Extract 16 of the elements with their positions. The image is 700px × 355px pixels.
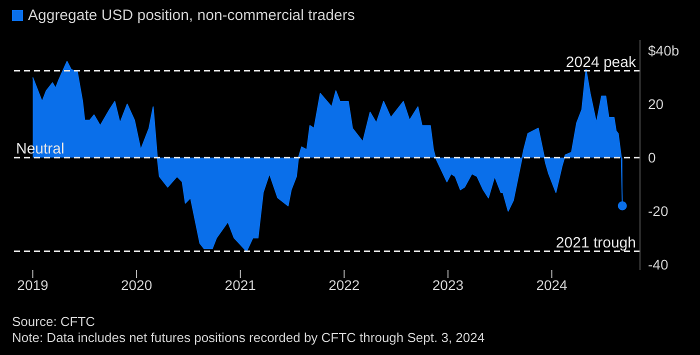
- ref-line-label: 2021 trough: [556, 234, 636, 252]
- x-tick-label: 2023: [432, 276, 464, 293]
- source-note: Source: CFTC: [12, 314, 96, 330]
- x-tick-label: 2020: [120, 276, 152, 293]
- legend-label: Aggregate USD position, non-commercial traders: [28, 7, 355, 24]
- x-tick-label: 2024: [536, 276, 568, 293]
- x-tick-label: 2022: [328, 276, 360, 293]
- x-tick-label: 2019: [17, 276, 49, 293]
- y-tick-label: 20: [648, 96, 664, 112]
- ref-line-label: 2024 peak: [566, 54, 636, 71]
- x-tick-label: 2021: [224, 276, 256, 293]
- y-tick-label: $40b: [648, 42, 680, 59]
- y-tick-label: -40: [648, 256, 668, 273]
- y-tick-label: -20: [648, 203, 668, 220]
- text: Note: Data includes net futures positions recorded by CFTC through Sept. 3, 2024: [12, 330, 485, 346]
- y-tick-label: 0: [648, 150, 656, 166]
